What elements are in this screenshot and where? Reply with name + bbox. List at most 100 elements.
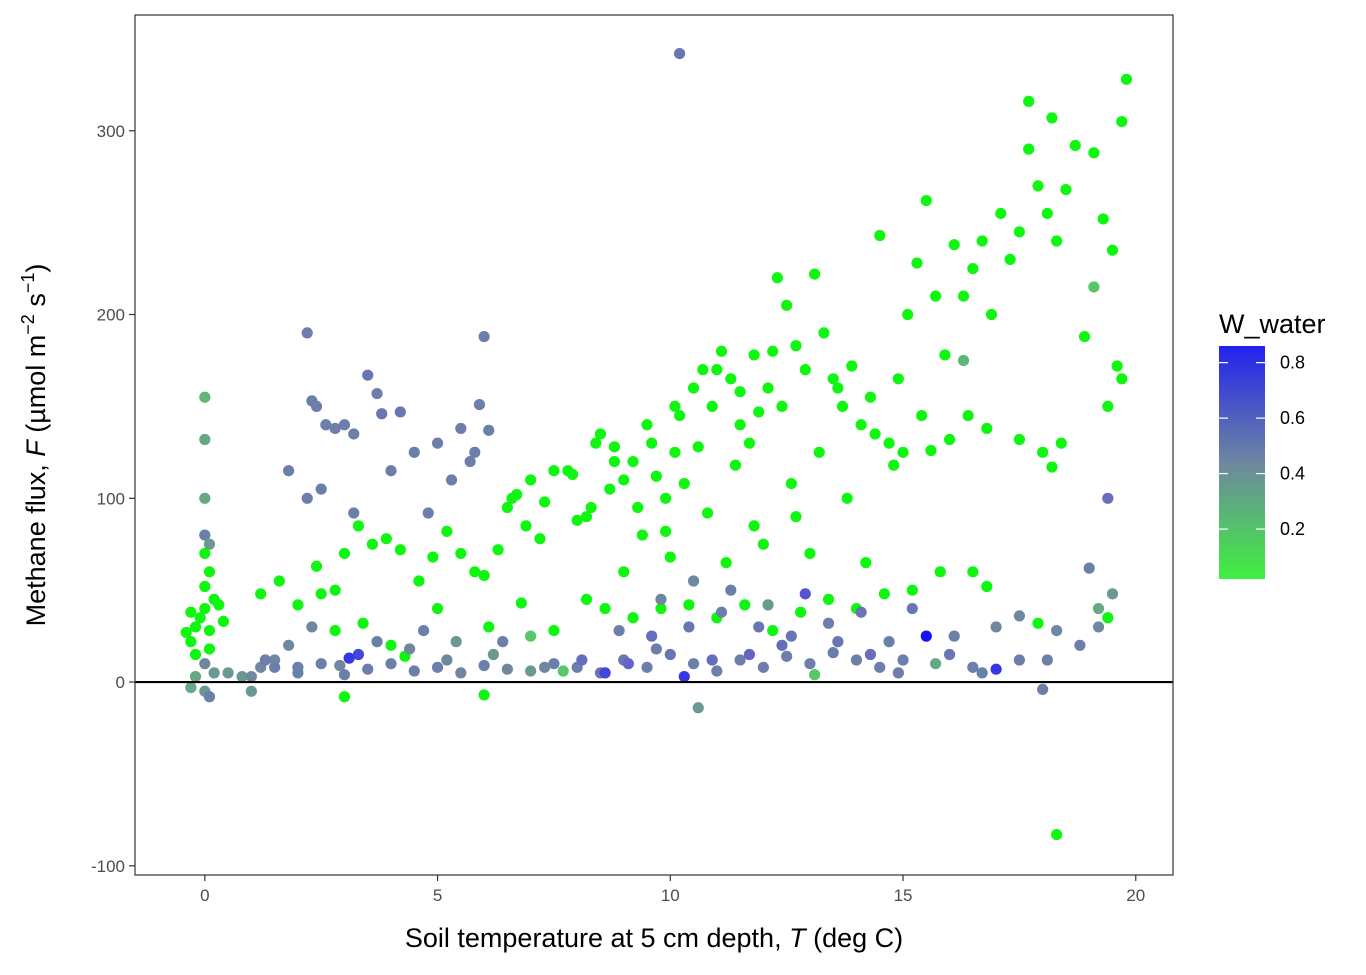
data-point xyxy=(571,514,583,526)
data-point xyxy=(902,308,914,321)
data-point xyxy=(1013,610,1025,622)
x-axis: 0 5 10 15 20 xyxy=(200,875,1145,905)
data-point xyxy=(548,658,560,670)
data-point xyxy=(534,533,546,545)
data-point xyxy=(781,299,793,311)
data-point xyxy=(930,658,942,670)
data-point xyxy=(255,588,267,600)
data-point xyxy=(957,354,970,367)
data-point xyxy=(585,501,597,514)
y-axis-title-exp-1: −2 xyxy=(18,314,38,335)
data-point xyxy=(380,533,392,545)
data-point xyxy=(455,422,467,435)
data-point xyxy=(562,465,574,477)
data-point xyxy=(441,525,453,537)
data-point xyxy=(776,400,788,413)
data-point xyxy=(599,602,611,615)
data-point xyxy=(739,599,751,611)
data-point xyxy=(222,667,234,679)
data-point xyxy=(641,661,653,673)
y-tick-label: 300 xyxy=(97,122,125,141)
data-point xyxy=(767,345,779,357)
x-tick-label: 15 xyxy=(894,886,913,905)
data-point xyxy=(646,437,658,449)
data-point xyxy=(236,670,248,683)
data-point xyxy=(883,636,895,648)
data-point xyxy=(180,626,192,639)
data-point xyxy=(1013,433,1025,446)
data-point xyxy=(357,617,369,629)
y-axis-title: Methane flux, F (µmol m−2 s−1) xyxy=(18,264,51,627)
data-point xyxy=(301,327,313,339)
data-point xyxy=(1004,253,1016,266)
data-point xyxy=(1120,73,1133,85)
data-point xyxy=(790,511,802,523)
data-point xyxy=(1092,621,1105,633)
data-point xyxy=(525,474,537,486)
data-point xyxy=(413,575,425,587)
data-point xyxy=(892,373,904,385)
data-point xyxy=(943,648,956,661)
data-point xyxy=(199,433,211,446)
data-point xyxy=(1106,588,1119,600)
data-point xyxy=(757,538,769,550)
data-point xyxy=(283,639,295,651)
data-point xyxy=(674,47,686,60)
data-point xyxy=(948,630,960,642)
data-point xyxy=(911,257,923,269)
data-point xyxy=(669,446,681,458)
data-point xyxy=(706,400,718,413)
data-point xyxy=(655,602,667,615)
data-point xyxy=(622,658,634,670)
data-point xyxy=(664,551,676,563)
data-point xyxy=(348,428,360,440)
data-point xyxy=(650,470,662,482)
data-point xyxy=(599,667,611,679)
data-point xyxy=(464,455,476,468)
data-point xyxy=(1060,183,1072,196)
data-point xyxy=(1046,461,1058,473)
data-point xyxy=(725,373,737,385)
data-point xyxy=(455,667,467,679)
data-point xyxy=(618,474,630,486)
data-point xyxy=(981,580,993,593)
data-point xyxy=(283,465,295,477)
data-point xyxy=(594,428,607,440)
data-point xyxy=(1013,226,1025,238)
data-point xyxy=(697,364,709,376)
data-point xyxy=(469,566,481,578)
data-point xyxy=(930,290,942,302)
data-point xyxy=(1037,683,1049,696)
data-point xyxy=(776,639,788,651)
data-point xyxy=(869,428,881,440)
data-point xyxy=(636,529,648,541)
data-point xyxy=(1032,617,1044,629)
data-point xyxy=(520,520,532,532)
data-point xyxy=(1041,654,1053,666)
data-point xyxy=(525,665,537,677)
data-point xyxy=(822,617,835,629)
data-point xyxy=(818,327,830,339)
data-point xyxy=(1116,373,1128,385)
data-point xyxy=(576,654,588,666)
data-point xyxy=(548,624,560,637)
data-point xyxy=(883,437,895,449)
data-point xyxy=(841,492,853,504)
data-point xyxy=(441,654,453,666)
data-point xyxy=(836,400,849,413)
y-tick-label: -100 xyxy=(91,857,125,876)
legend-colorbar xyxy=(1219,346,1265,579)
x-tick-label: 10 xyxy=(661,886,680,905)
data-point xyxy=(515,597,527,609)
data-point xyxy=(753,406,765,418)
data-point xyxy=(1088,147,1100,159)
data-point xyxy=(734,386,746,398)
data-point xyxy=(431,437,444,449)
data-point xyxy=(827,373,839,385)
data-point xyxy=(394,406,406,418)
data-point xyxy=(492,544,504,556)
data-point xyxy=(1102,492,1114,504)
data-point xyxy=(967,566,979,578)
data-point xyxy=(1078,330,1091,343)
